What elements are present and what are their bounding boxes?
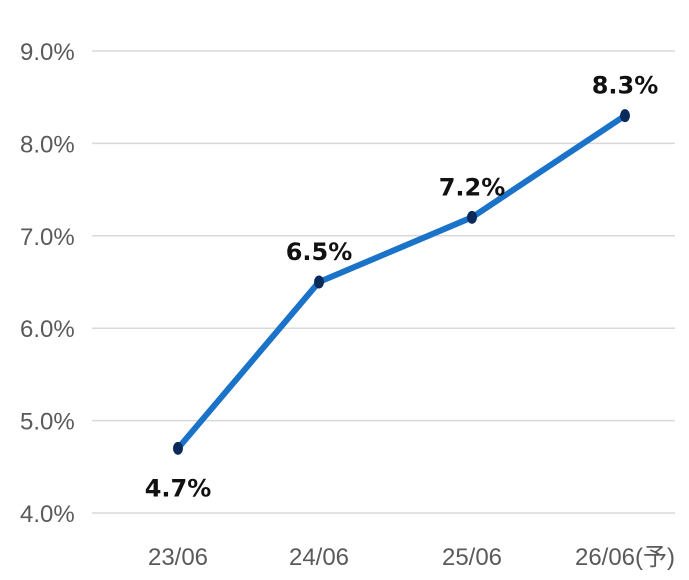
data-label: 7.2% [439, 173, 506, 201]
y-tick-label: 7.0% [20, 224, 75, 251]
data-label: 4.7% [145, 474, 212, 502]
data-label: 8.3% [592, 72, 659, 100]
y-tick-label: 9.0% [20, 39, 75, 66]
y-tick-label: 6.0% [20, 316, 75, 343]
data-point [173, 441, 183, 455]
x-tick-label: 25/06 [442, 544, 502, 571]
x-tick-label: 24/06 [289, 544, 349, 571]
x-tick-label: 23/06 [148, 544, 208, 571]
data-point [467, 210, 477, 224]
data-point [620, 109, 630, 123]
y-tick-label: 5.0% [20, 409, 75, 436]
x-tick-label: 26/06(予) [575, 544, 675, 571]
data-label: 6.5% [286, 238, 353, 266]
data-point [314, 275, 324, 289]
y-tick-label: 8.0% [20, 131, 75, 158]
y-tick-label: 4.0% [20, 501, 75, 528]
series-line [175, 112, 628, 452]
